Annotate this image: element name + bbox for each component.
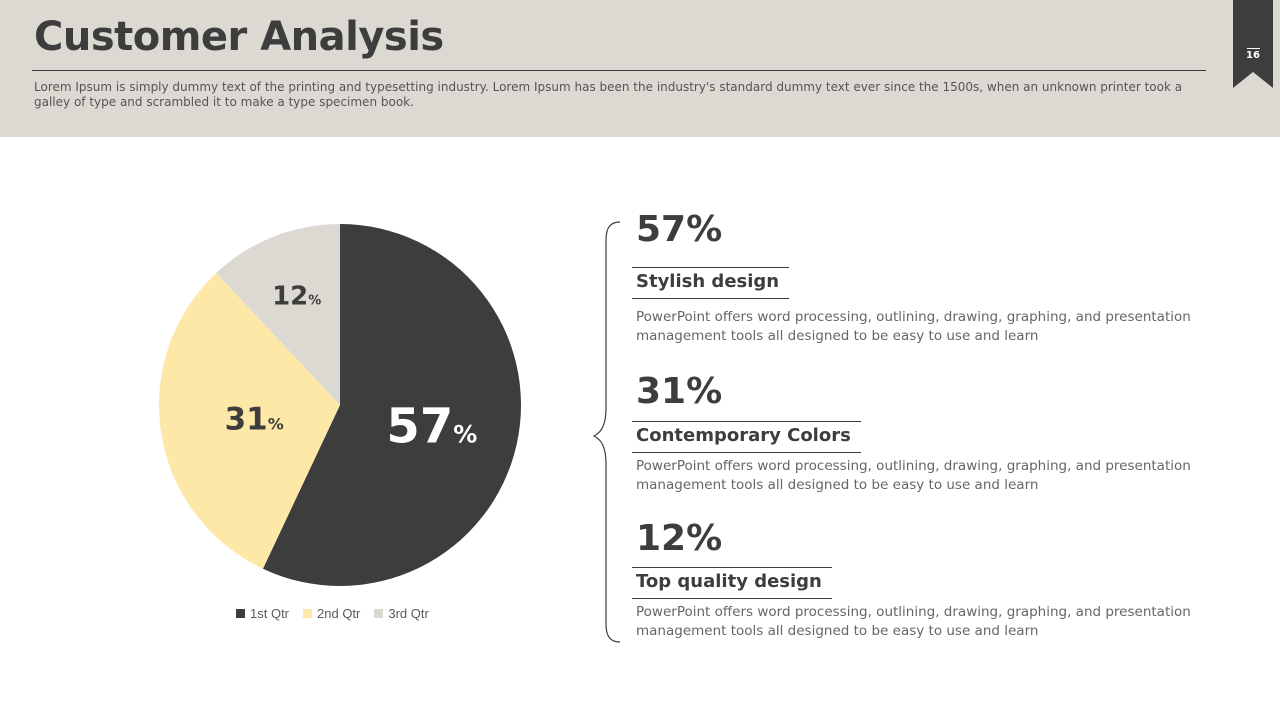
pie-labels: 57%31%12%: [225, 282, 478, 455]
pie-slice-3rd-qtr: [216, 224, 340, 405]
stat-label: Contemporary Colors: [632, 421, 861, 453]
stat-description: PowerPoint offers word processing, outli…: [636, 309, 1191, 344]
pie-slice-2nd-qtr: [159, 273, 340, 569]
legend-item-3rd-qtr: 3rd Qtr: [374, 606, 429, 621]
page-number: 16: [1246, 50, 1260, 61]
curly-brace: [592, 221, 621, 643]
legend-label: 3rd Qtr: [388, 606, 429, 621]
legend-label: 2nd Qtr: [317, 606, 361, 621]
chart-legend: 1st Qtr 2nd Qtr 3rd Qtr: [236, 606, 429, 621]
stat-block-1: 57% Stylish design PowerPoint offers wor…: [632, 209, 1191, 344]
pie-label-1st-qtr: 57%: [386, 398, 477, 454]
page-subtitle: Lorem Ipsum is simply dummy text of the …: [34, 80, 1183, 109]
pie-chart: 57%31%12%: [159, 224, 521, 586]
pie-label-3rd-qtr: 12%: [272, 282, 321, 312]
legend-label: 1st Qtr: [250, 606, 290, 621]
stat-block-2: 31% Contemporary Colors PowerPoint offer…: [632, 371, 1191, 493]
pie-slices: [159, 224, 521, 586]
pie-label-unit: %: [308, 294, 321, 309]
stat-description: PowerPoint offers word processing, outli…: [636, 458, 1191, 493]
bookmark-icon: [1233, 0, 1273, 88]
legend-swatch: [236, 609, 245, 618]
pie-label-value: 12: [272, 282, 308, 312]
title-divider: [32, 70, 1206, 71]
legend-swatch: [374, 609, 384, 618]
stat-label: Stylish design: [632, 267, 790, 299]
stat-label: Top quality design: [632, 567, 832, 599]
stat-value: 57%: [636, 209, 723, 250]
pie-label-unit: %: [453, 420, 477, 448]
pie-label-2nd-qtr: 31%: [225, 401, 284, 437]
stat-block-3: 12% Top quality design PowerPoint offers…: [632, 518, 1191, 639]
stat-description: PowerPoint offers word processing, outli…: [636, 604, 1191, 639]
stat-value: 12%: [636, 518, 723, 559]
pie-label-value: 57: [386, 398, 453, 454]
stat-value: 31%: [636, 371, 723, 412]
page-number-rule: [1247, 48, 1260, 49]
page-title: Customer Analysis: [34, 14, 444, 60]
legend-item-1st-qtr: 1st Qtr: [236, 606, 289, 621]
pie-label-value: 31: [225, 401, 268, 437]
pie-slice-1st-qtr: [262, 224, 521, 586]
header-band: Customer Analysis Lorem Ipsum is simply …: [0, 0, 1280, 137]
pie-label-unit: %: [268, 414, 284, 433]
legend-swatch: [303, 609, 313, 618]
legend-item-2nd-qtr: 2nd Qtr: [303, 606, 360, 621]
